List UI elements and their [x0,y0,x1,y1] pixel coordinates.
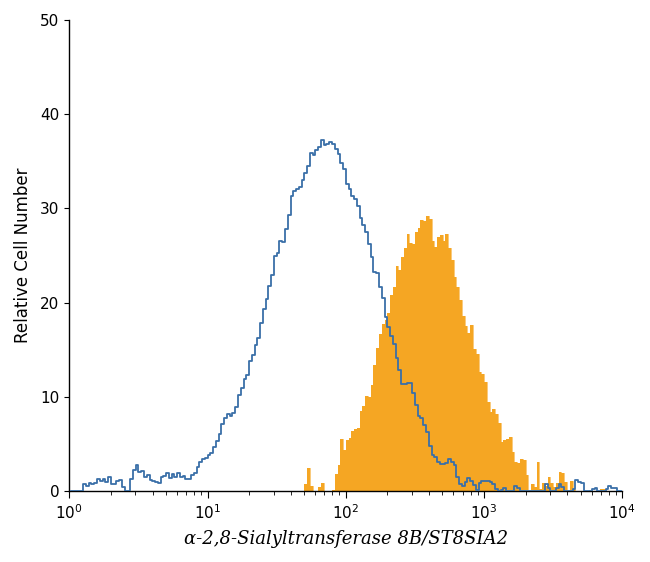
Y-axis label: Relative Cell Number: Relative Cell Number [14,168,32,343]
X-axis label: α-2,8-Sialyltransferase 8B/ST8SIA2: α-2,8-Sialyltransferase 8B/ST8SIA2 [184,530,508,548]
